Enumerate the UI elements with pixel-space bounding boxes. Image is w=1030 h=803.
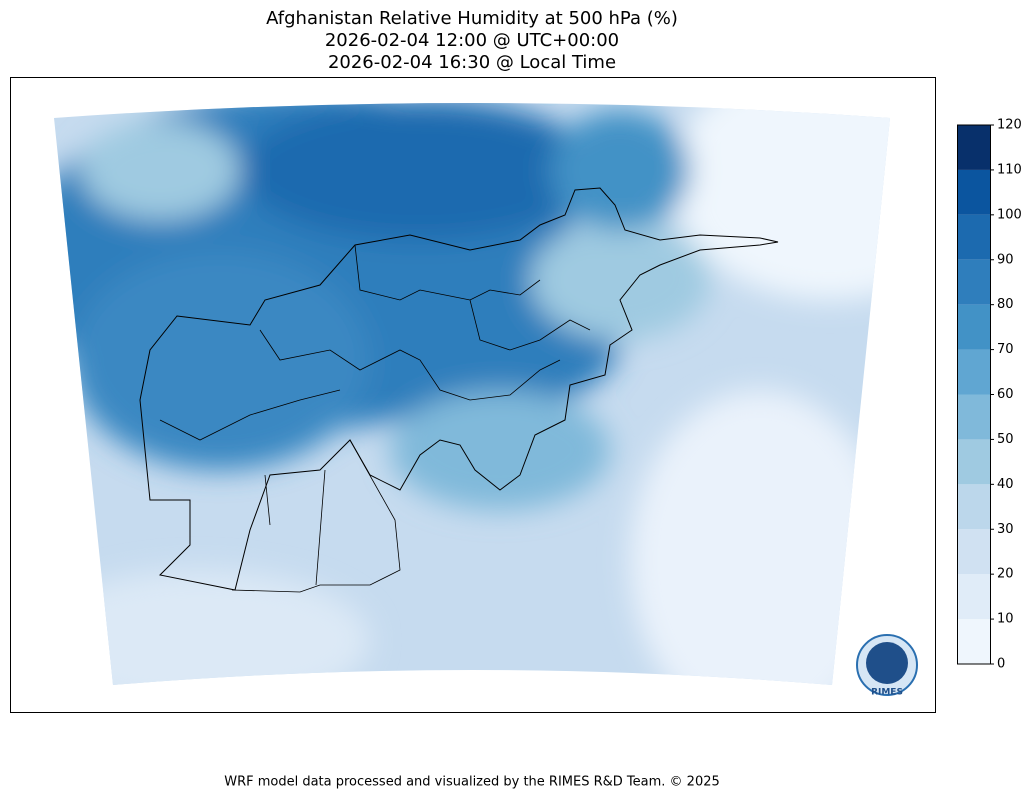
colorbar-band xyxy=(957,349,990,395)
colorbar: 0 10 20 30 40 50 60 70 80 90 100 110 120 xyxy=(957,118,1022,672)
colorbar-tick-label: 50 xyxy=(997,432,1014,447)
title-line: Afghanistan Relative Humidity at 500 hPa… xyxy=(266,8,678,29)
footer: WRF model data processed and visualized … xyxy=(224,775,720,790)
colorbar-tick-label: 100 xyxy=(997,207,1022,222)
logo: RIMES xyxy=(856,634,918,698)
map-frame xyxy=(10,77,936,713)
colorbar-band xyxy=(957,619,990,664)
colorbar-band xyxy=(957,574,990,620)
field-blob xyxy=(390,390,610,510)
colorbar-band xyxy=(957,484,990,530)
colorbar-tick-label: 70 xyxy=(997,342,1014,357)
title-line: 2026-02-04 16:30 @ Local Time xyxy=(328,52,616,73)
field-blob xyxy=(240,103,600,240)
field-blob xyxy=(80,120,240,220)
field-blob xyxy=(630,390,890,685)
logo-globe xyxy=(866,642,908,684)
colorbar-tick-label: 90 xyxy=(997,252,1014,267)
colorbar-band xyxy=(957,169,990,215)
country-border xyxy=(139,187,779,591)
colorbar-tick-label: 20 xyxy=(997,567,1014,582)
title-line: 2026-02-04 12:00 @ UTC+00:00 xyxy=(325,30,619,51)
field-blob xyxy=(550,110,690,230)
colorbar-band xyxy=(957,439,990,485)
colorbar-tick-label: 40 xyxy=(997,477,1014,492)
province-border xyxy=(159,244,591,593)
colorbar-tick-label: 120 xyxy=(997,118,1022,133)
colorbar-tick-label: 0 xyxy=(997,657,1005,672)
colorbar-tick-label: 60 xyxy=(997,387,1014,402)
field-blob xyxy=(70,250,370,470)
field-blob xyxy=(54,570,370,685)
humidity-field xyxy=(54,103,890,685)
colorbar-band xyxy=(957,304,990,350)
logo-text: RIMES xyxy=(871,688,903,698)
colorbar-tick-label: 10 xyxy=(997,612,1014,627)
field-blob xyxy=(530,220,710,340)
colorbar-tick-label: 110 xyxy=(997,162,1022,177)
colorbar-band xyxy=(957,125,990,170)
colorbar-band xyxy=(957,214,990,260)
colorbar-band xyxy=(957,394,990,440)
colorbar-tick-label: 80 xyxy=(997,297,1014,312)
colorbar-band xyxy=(957,259,990,305)
colorbar-tick-label: 30 xyxy=(997,522,1014,537)
field-blob xyxy=(670,103,890,300)
colorbar-band xyxy=(957,529,990,575)
